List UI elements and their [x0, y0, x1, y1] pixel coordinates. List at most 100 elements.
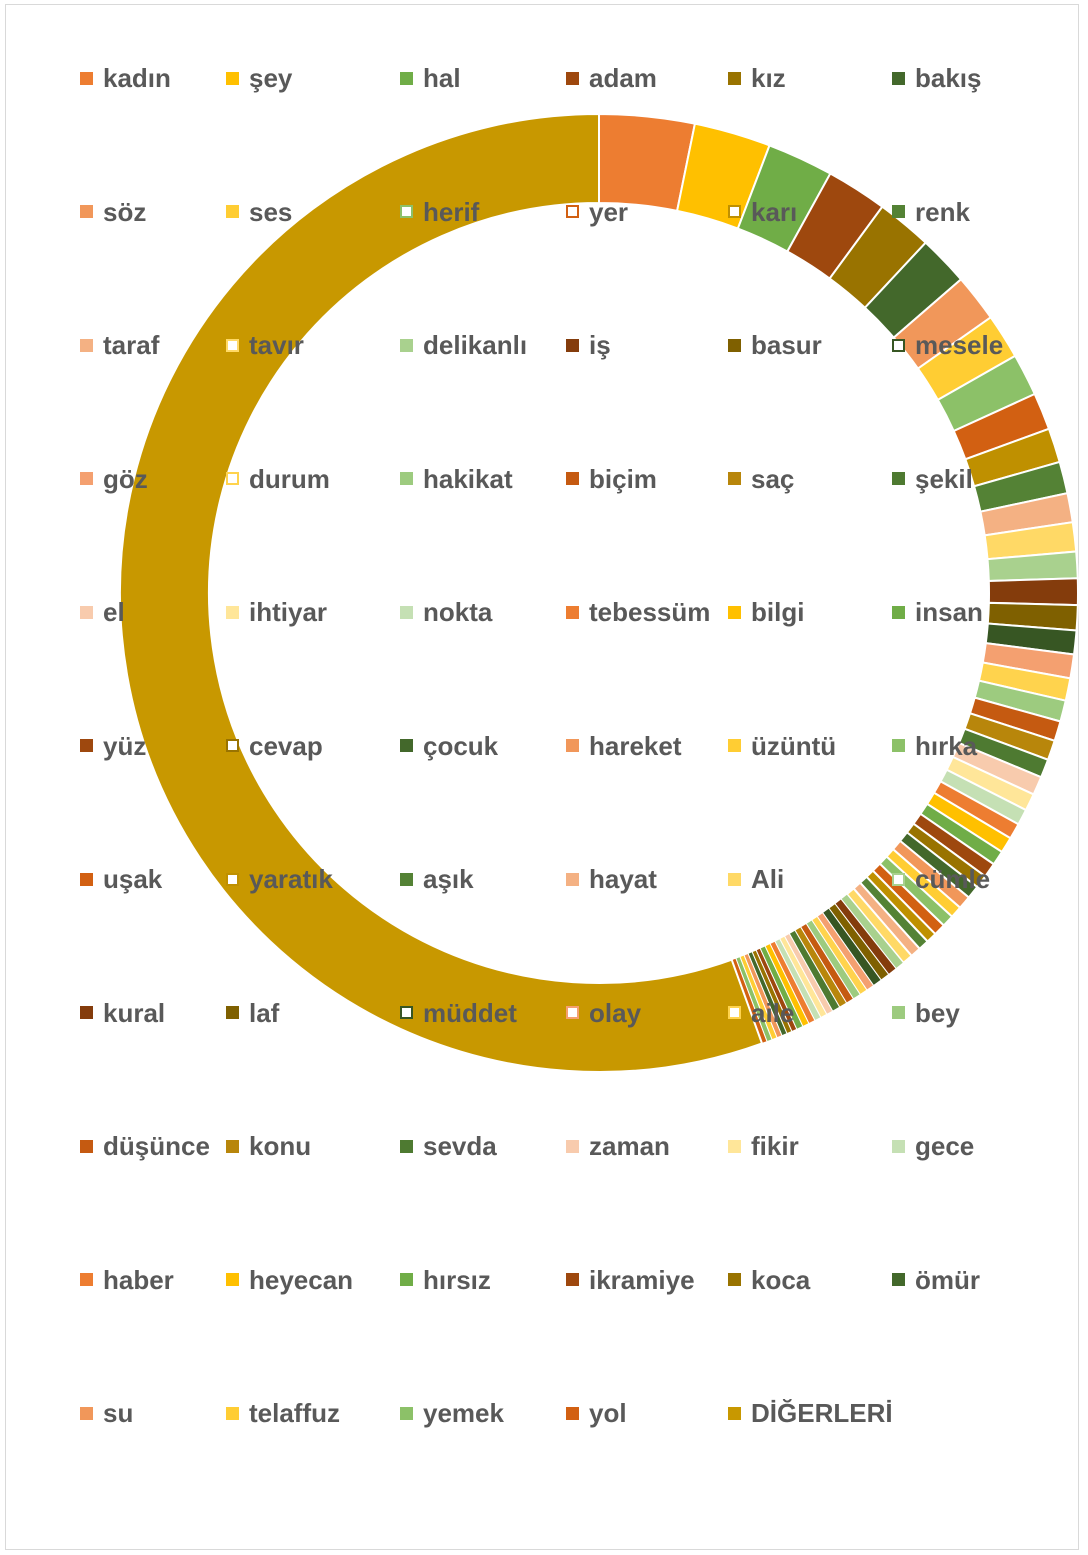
legend-label: biçim: [589, 463, 657, 494]
legend-swatch: [566, 1406, 579, 1420]
legend-swatch: [566, 1273, 579, 1286]
legend-item: basur: [728, 327, 822, 363]
legend-swatch: [400, 1273, 413, 1286]
legend-item: gece: [892, 1128, 974, 1164]
legend-swatch: [400, 605, 413, 619]
legend-label: aşık: [423, 864, 474, 894]
legend-item: fikir: [728, 1128, 799, 1164]
legend-label: yaratık: [249, 864, 333, 894]
legend-swatch: [80, 1006, 93, 1019]
legend-swatch: [80, 205, 93, 218]
legend-swatch: [728, 1406, 741, 1420]
legend-item: olay: [566, 995, 641, 1031]
legend-swatch: [566, 472, 579, 485]
legend-item: ihtiyar: [226, 594, 327, 630]
legend-swatch: [728, 205, 741, 218]
legend-swatch: [892, 605, 905, 619]
legend-swatch: [226, 1139, 239, 1153]
legend-label: yol: [589, 1398, 627, 1428]
legend-swatch: [566, 1139, 579, 1153]
legend-label: şekil: [915, 463, 973, 494]
legend-label: heyecan: [249, 1264, 354, 1295]
legend-label: basur: [751, 330, 822, 360]
legend-label: üzüntü: [751, 730, 837, 761]
legend-label: düşünce: [103, 1131, 210, 1161]
legend-item: su: [80, 1395, 133, 1431]
legend-item: yer: [566, 194, 628, 230]
legend-swatch: [226, 205, 239, 218]
legend-label: hareket: [589, 730, 682, 761]
legend-swatch: [892, 1006, 905, 1019]
legend-label: sevda: [423, 1131, 497, 1161]
legend-item: yüz: [80, 728, 146, 764]
legend-label: renk: [915, 196, 970, 227]
legend-label: hakikat: [423, 463, 513, 494]
legend-item: yaratık: [226, 861, 333, 897]
legend-item: taraf: [80, 327, 159, 363]
legend-item: kadın: [80, 60, 171, 96]
legend-swatch: [80, 872, 93, 886]
legend-label: durum: [249, 463, 330, 494]
legend-item: cevap: [226, 728, 323, 764]
doughnut-slices: [119, 112, 1079, 1073]
legend-item: saç: [728, 461, 794, 497]
legend-item: aşık: [400, 861, 474, 897]
legend-item: koca: [728, 1262, 810, 1298]
legend-item: insan: [892, 594, 983, 630]
legend-swatch: [80, 338, 93, 352]
legend-swatch: [566, 205, 579, 218]
legend-swatch: [566, 338, 579, 352]
legend-item: hayat: [566, 861, 657, 897]
legend-swatch: [226, 605, 239, 619]
legend-label: cümle: [915, 864, 991, 894]
legend-swatch: [728, 1273, 741, 1286]
legend-label: haber: [103, 1264, 174, 1295]
legend-swatch: [226, 1406, 239, 1420]
legend-item: ses: [226, 194, 292, 230]
legend-swatch: [566, 1006, 579, 1019]
legend-swatch: [892, 1273, 905, 1286]
legend-item: uşak: [80, 861, 162, 897]
legend-item: DİĞERLERİ: [728, 1395, 893, 1431]
legend-label: hırka: [915, 730, 978, 761]
legend-label: göz: [103, 463, 148, 494]
legend-label: şey: [249, 63, 293, 93]
legend-item: aile: [728, 995, 794, 1031]
legend-label: hayat: [589, 864, 657, 894]
legend-swatch: [728, 872, 741, 886]
legend-label: bilgi: [751, 597, 805, 627]
legend-swatch: [728, 71, 741, 85]
legend-label: kız: [751, 63, 786, 93]
legend-label: gece: [915, 1131, 975, 1161]
legend-item: cümle: [892, 861, 990, 897]
legend-label: iş: [589, 330, 611, 360]
legend-label: karı: [751, 196, 798, 227]
legend-item: kural: [80, 995, 165, 1031]
legend-swatch: [80, 1273, 93, 1286]
legend-label: hırsız: [423, 1264, 491, 1295]
legend-item: kız: [728, 60, 786, 96]
legend-label: konu: [249, 1131, 312, 1161]
legend-swatch: [80, 472, 93, 485]
legend-item: bey: [892, 995, 960, 1031]
legend-swatch: [400, 205, 413, 218]
legend-item: iş: [566, 327, 611, 363]
legend-item: şekil: [892, 461, 973, 497]
legend-swatch: [400, 338, 413, 352]
legend-swatch: [226, 739, 239, 752]
legend-swatch: [728, 338, 741, 352]
legend-item: karı: [728, 194, 797, 230]
legend-item: tebessüm: [566, 594, 710, 630]
legend-swatch: [80, 1139, 93, 1153]
legend-label: telaffuz: [249, 1398, 340, 1428]
legend-label: ihtiyar: [249, 597, 328, 627]
legend-item: hırka: [892, 728, 977, 764]
legend-item: nokta: [400, 594, 492, 630]
legend-swatch: [400, 872, 413, 886]
legend-label: ömür: [915, 1264, 980, 1295]
legend-item: konu: [226, 1128, 311, 1164]
legend-label: kadın: [103, 63, 171, 93]
legend-item: durum: [226, 461, 330, 497]
legend-swatch: [226, 71, 239, 85]
